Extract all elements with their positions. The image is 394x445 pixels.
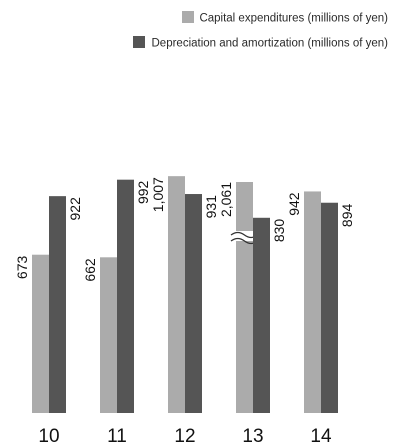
bar-capex-13 <box>236 182 253 413</box>
axis-break-gap <box>232 231 257 241</box>
bar-depreciation-11 <box>117 179 134 413</box>
bar-depreciation-14 <box>321 202 338 413</box>
category-label-11: 11 <box>107 426 127 445</box>
legend-swatch-depreciation <box>133 36 145 48</box>
value-label-depreciation-11: 992 <box>135 180 151 204</box>
value-label-depreciation-10: 922 <box>67 197 83 221</box>
value-label-capex-13: 2,061 <box>218 182 234 217</box>
value-labels: 673 922 662 992 1,007 931 2,061 830 942 894 <box>14 177 355 282</box>
legend: Capital expenditures (millions of yen) De… <box>133 11 388 50</box>
category-label-12: 12 <box>174 426 195 445</box>
bar-capex-10 <box>32 254 49 413</box>
value-label-depreciation-12: 931 <box>203 195 219 219</box>
category-label-13: 13 <box>242 426 263 445</box>
legend-label-depreciation: Depreciation and amortization (millions … <box>152 38 389 50</box>
value-label-capex-11: 662 <box>82 258 98 282</box>
bar-depreciation-12 <box>185 194 202 413</box>
category-label-14: 14 <box>310 426 332 445</box>
value-label-capex-12: 1,007 <box>150 177 166 212</box>
bar-capex-14 <box>304 191 321 413</box>
bar-capex-12 <box>168 176 185 413</box>
bar-capex-11 <box>100 257 117 413</box>
category-label-10: 10 <box>38 426 59 445</box>
category-labels: 10 11 12 13 14 <box>38 426 332 445</box>
bar-depreciation-13 <box>253 217 270 413</box>
value-label-capex-10: 673 <box>14 255 30 279</box>
legend-swatch-capex <box>182 11 194 23</box>
value-label-depreciation-13: 830 <box>271 219 287 243</box>
bar-depreciation-10 <box>49 196 66 413</box>
value-label-depreciation-14: 894 <box>339 204 355 228</box>
bars <box>32 176 338 413</box>
legend-label-capex: Capital expenditures (millions of yen) <box>199 13 388 25</box>
value-label-capex-14: 942 <box>286 192 302 216</box>
